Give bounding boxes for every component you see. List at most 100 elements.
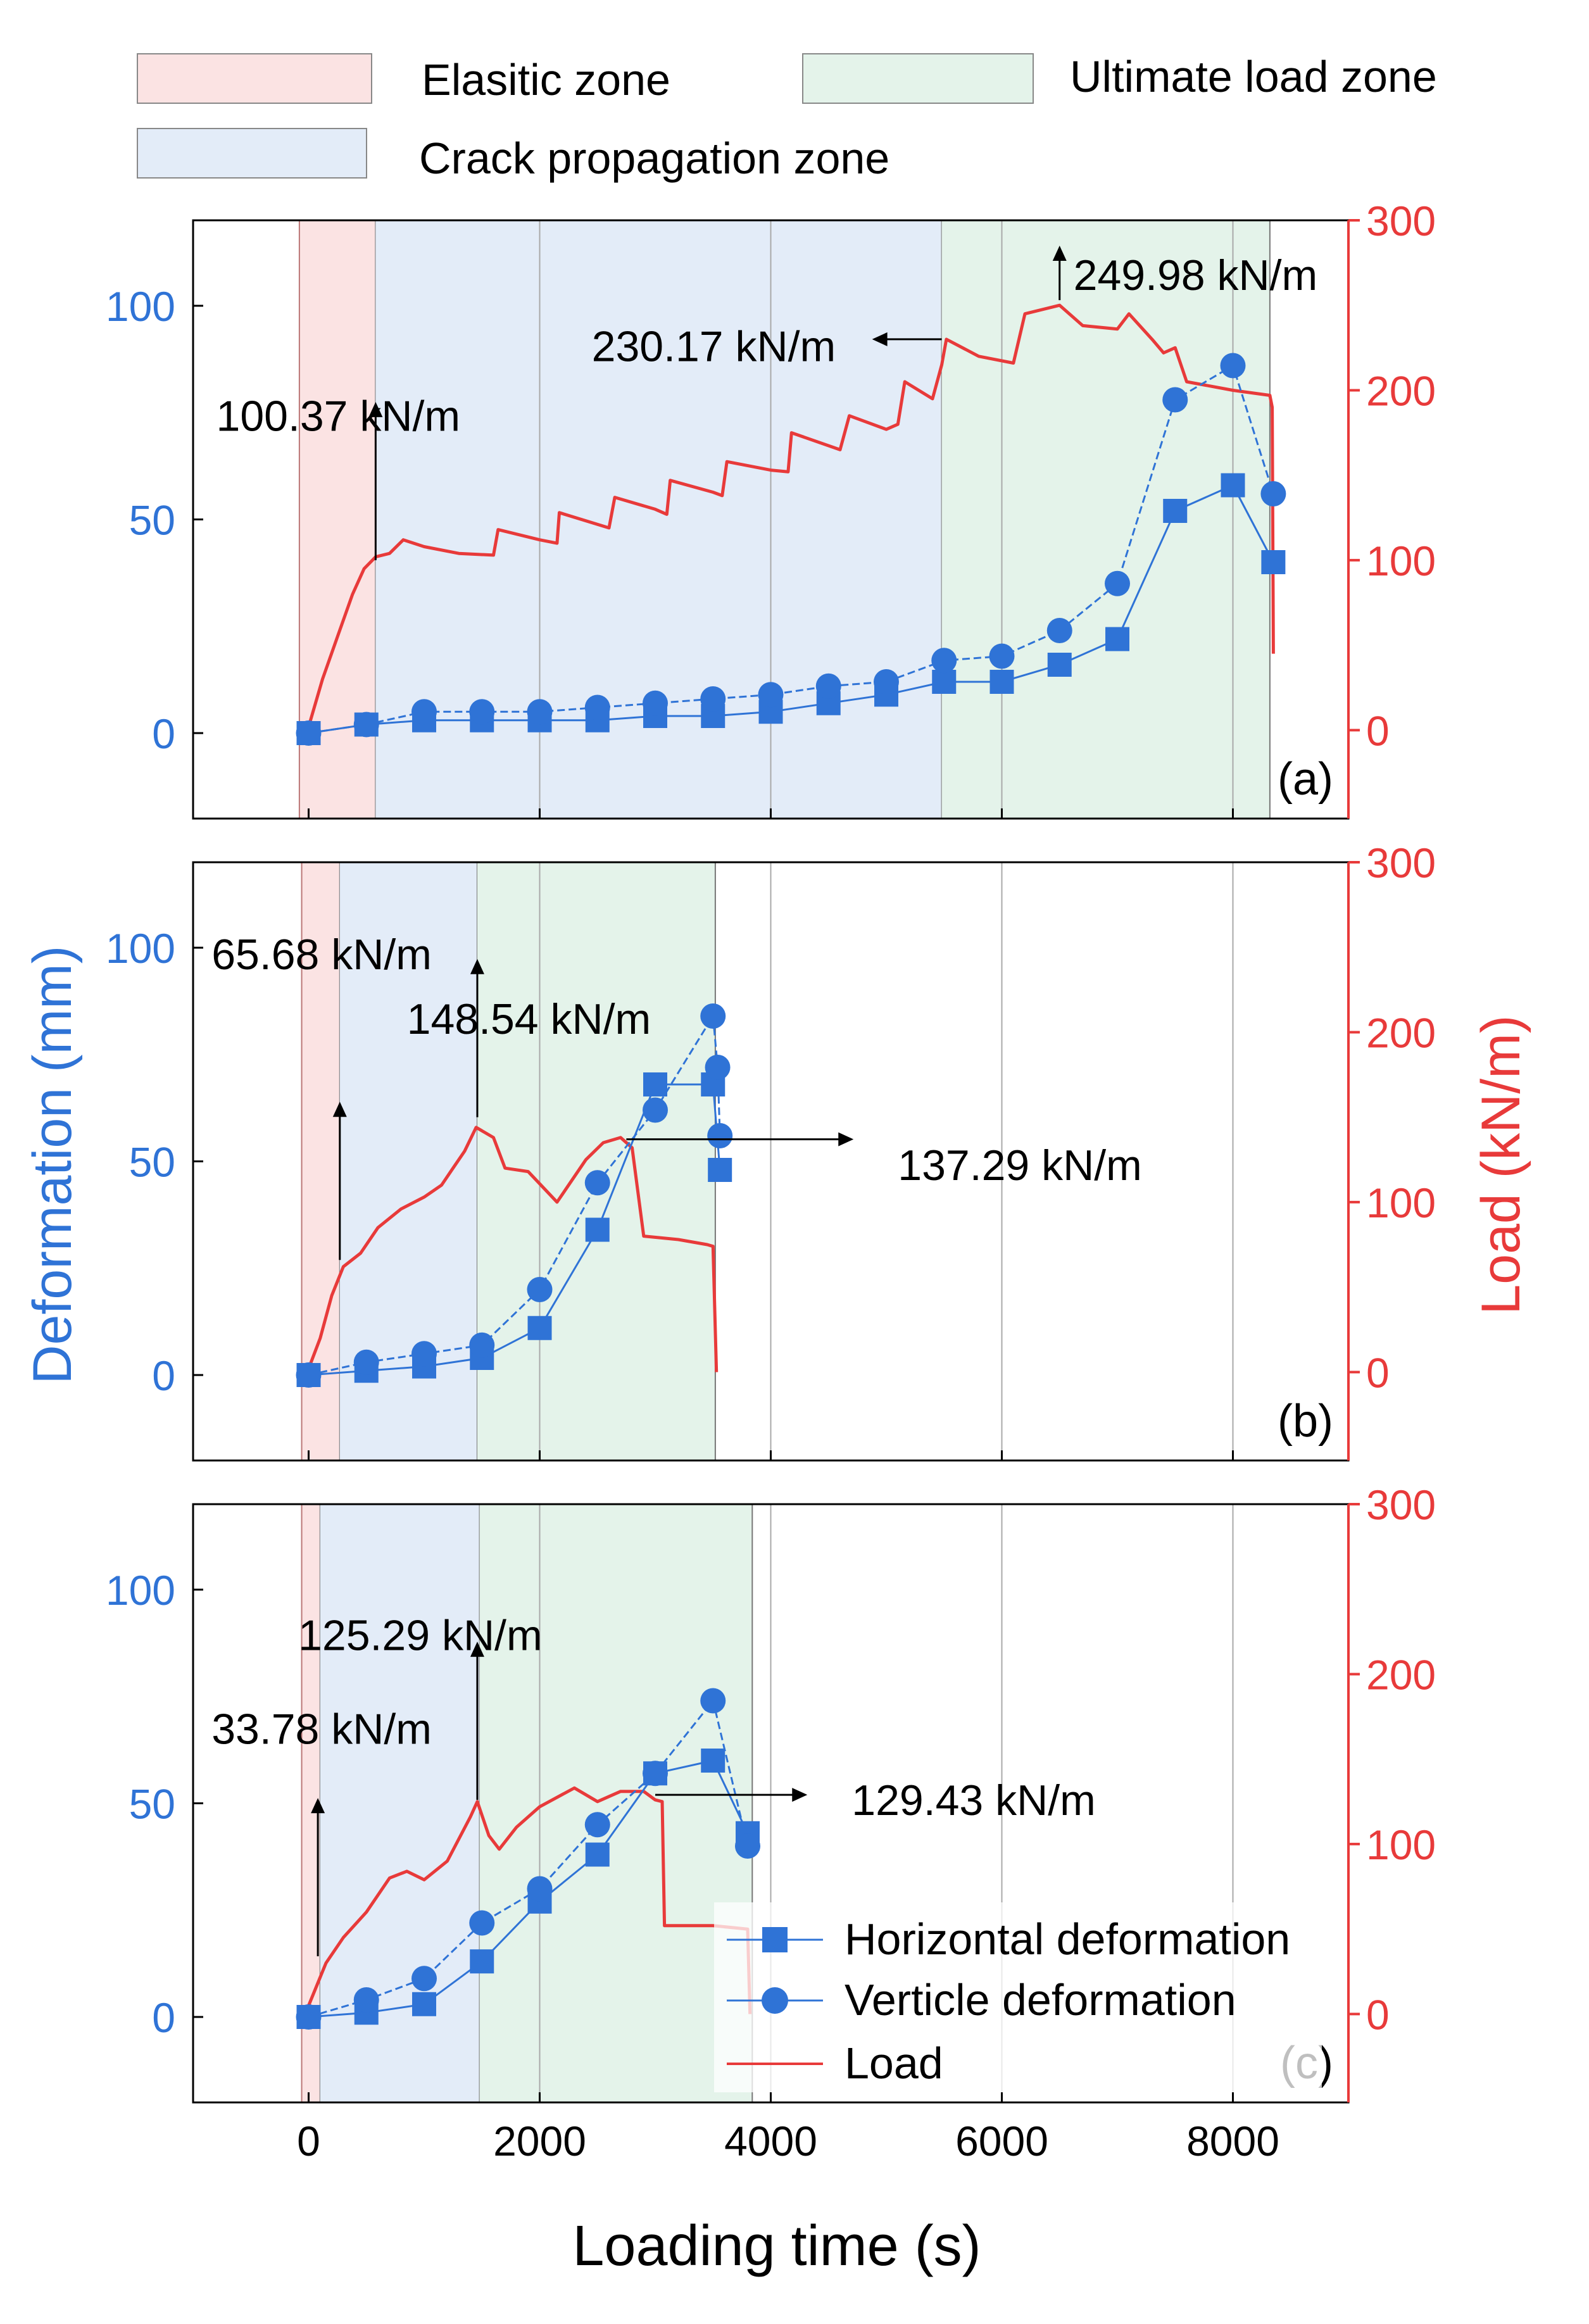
horizontal-point: [932, 670, 957, 694]
horizontal-point: [585, 1842, 610, 1867]
load-series-line: [307, 303, 1275, 727]
annotation-label: 230.17 kN/m: [592, 323, 836, 371]
vertical-point: [643, 1097, 668, 1123]
y-right-tick-label: 300: [1366, 1481, 1436, 1528]
vertical-point: [643, 690, 668, 716]
vertical-point: [296, 2004, 322, 2030]
vertical-point: [735, 1833, 760, 1859]
annotation-label: 100.37 kN/m: [217, 393, 461, 441]
vertical-point: [1162, 387, 1188, 413]
y-right-tick-label: 300: [1366, 839, 1436, 886]
horizontal-point: [701, 1749, 725, 1773]
vertical-point: [1105, 570, 1130, 596]
vertical-point: [469, 1332, 495, 1358]
annotation-arrow-head: [470, 1642, 484, 1657]
vertical-point: [584, 1812, 610, 1838]
annotation-arrow-head: [838, 1132, 854, 1146]
vertical-point: [527, 1277, 553, 1302]
legend-elastic-swatch: [137, 53, 372, 104]
vertical-point: [353, 712, 379, 738]
annotation-arrow-head: [872, 332, 888, 346]
legend-elastic-label: Elasitic zone: [422, 55, 670, 104]
vertical-point: [469, 699, 495, 725]
x-tick-label: 4000: [724, 2118, 817, 2164]
horizontal-point: [1221, 473, 1245, 498]
vertical-point: [874, 669, 899, 694]
vertical-point: [700, 686, 726, 712]
y-left-tick-label: 0: [152, 710, 175, 757]
vertical-point: [411, 1341, 437, 1367]
horizontal-point: [527, 1316, 552, 1340]
y-left-tick-label: 0: [152, 1352, 175, 1399]
zone-elastic: [301, 862, 340, 1460]
legend-horizontal-marker: [762, 1927, 788, 1952]
vertical-point: [700, 1003, 726, 1029]
series-legend: Horizontal deformation Verticle deformat…: [714, 1902, 1322, 2092]
vertical-point: [1260, 481, 1286, 506]
horizontal-point: [1163, 499, 1188, 523]
vertical-point: [353, 1987, 379, 2013]
y-right-tick-label: 100: [1366, 1179, 1436, 1226]
zone-legend: Elasitic zone Ultimate load zone Crack p…: [137, 52, 1437, 183]
y-left-title: Deformation (mm): [22, 946, 83, 1385]
vertical-point: [527, 1876, 553, 1902]
annotation-label: 33.78 kN/m: [211, 1705, 432, 1753]
zone-crack: [375, 220, 942, 819]
vertical-point: [700, 1688, 726, 1714]
y-right-tick-label: 0: [1366, 1349, 1390, 1396]
zone-crack: [320, 1504, 480, 2102]
legend-load-label: Load: [845, 2038, 943, 2088]
legend-crack-swatch: [137, 128, 367, 179]
horizontal-point: [412, 1992, 436, 2016]
load-series-line: [307, 1786, 752, 2014]
panel-label: (b): [1278, 1396, 1333, 1447]
vertical-point: [1220, 353, 1246, 379]
panel-c: 33.78 kN/m 125.29 kN/m 129.43 kN/m 0 50 100 0 1…: [106, 1481, 1436, 2164]
series-legend-bg: [714, 1902, 1322, 2092]
legend-ultimate-swatch: [802, 53, 1034, 104]
x-tick-label: 8000: [1186, 2118, 1279, 2164]
y-right-tick-label: 100: [1366, 537, 1436, 584]
vertical-point: [1046, 618, 1072, 643]
vertical-point: [411, 1966, 437, 1992]
panel-b: 65.68 kN/m 148.54 kN/m 137.29 kN/m 0 50 100 0 1…: [106, 839, 1436, 1462]
vertical-point: [527, 699, 553, 725]
vertical-point: [931, 648, 957, 674]
y-left-tick-label: 100: [106, 283, 175, 330]
vertical-series-line: [308, 1013, 721, 1376]
annotation-label: 125.29 kN/m: [298, 1612, 543, 1660]
y-right-tick-label: 200: [1366, 367, 1436, 414]
annotation-label: 129.43 kN/m: [851, 1776, 1096, 1825]
load-series-line: [307, 1126, 719, 1372]
zone-ultimate: [941, 220, 1270, 819]
panel-label: (a): [1278, 754, 1333, 805]
vertical-point: [815, 673, 841, 699]
annotation-label: 137.29 kN/m: [898, 1141, 1142, 1190]
horizontal-point: [1261, 550, 1286, 574]
legend-ultimate-label: Ultimate load zone: [1070, 52, 1437, 101]
y-left-tick-label: 100: [106, 1567, 175, 1614]
legend-vertical-label: Verticle deformation: [845, 1975, 1236, 2025]
y-left-tick-label: 100: [106, 925, 175, 972]
vertical-point: [705, 1055, 731, 1080]
y-left-tick-label: 50: [129, 1781, 175, 1828]
vertical-point: [353, 1349, 379, 1375]
y-right-tick-label: 200: [1366, 1009, 1436, 1056]
x-title: Loading time (s): [572, 2214, 981, 2278]
y-left-tick-label: 0: [152, 1994, 175, 2041]
panel-a: 100.37 kN/m 230.17 kN/m 249.98 kN/m 0 50 100 0…: [106, 198, 1436, 820]
zone-ultimate: [479, 1504, 753, 2102]
annotation-arrow-head: [311, 1798, 325, 1814]
vertical-point: [296, 1362, 322, 1388]
y-right-tick-label: 0: [1366, 1991, 1390, 2038]
vertical-point: [584, 694, 610, 720]
x-tick-label: 0: [297, 2118, 320, 2164]
horizontal-point: [1047, 653, 1072, 677]
horizontal-point: [989, 670, 1014, 694]
horizontal-point: [585, 1217, 610, 1242]
horizontal-point: [470, 1949, 494, 1974]
horizontal-point: [1105, 627, 1129, 651]
horizontal-point: [643, 1072, 667, 1096]
annotation-label: 249.98 kN/m: [1074, 251, 1318, 299]
annotation-arrow-head: [368, 401, 383, 417]
